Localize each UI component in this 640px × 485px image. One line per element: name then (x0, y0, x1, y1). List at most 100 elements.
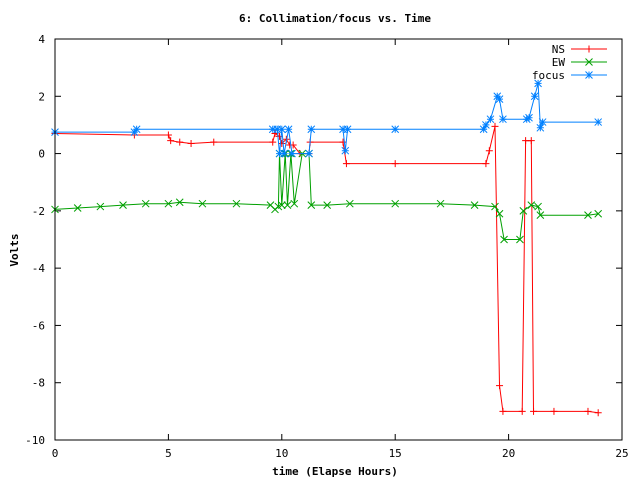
data-point-focus (275, 149, 284, 158)
data-point-focus (530, 92, 539, 101)
data-point-ew (391, 199, 400, 208)
plot-frame (54, 38, 623, 441)
data-point-ns (278, 140, 286, 148)
y-tick-label: -10 (25, 434, 45, 447)
series-line-ew (54, 153, 599, 240)
data-point-ew (491, 202, 499, 211)
data-point-ew (119, 201, 127, 209)
data-point-ns (499, 407, 507, 415)
data-point-ew (290, 199, 299, 208)
data-point-ew (594, 209, 603, 218)
data-point-ns (187, 140, 195, 148)
y-tick-label: -4 (32, 262, 46, 275)
data-point-ns (276, 132, 284, 140)
data-point-focus (307, 125, 316, 134)
data-point-focus (482, 121, 490, 129)
y-tick-label: -6 (32, 319, 45, 332)
legend-marker-ew (585, 58, 593, 66)
data-point-ew (584, 211, 592, 220)
y-tick-label: 0 (38, 148, 45, 161)
data-point-focus (277, 125, 286, 134)
data-point-focus (132, 125, 141, 134)
data-point-ew (232, 199, 241, 208)
data-point-focus (534, 79, 542, 88)
data-point-ew (198, 199, 207, 208)
data-point-ns (594, 409, 602, 417)
legend-label-ns: NS (552, 43, 565, 56)
x-tick-label: 25 (615, 447, 628, 460)
x-tick-label: 15 (389, 447, 402, 460)
data-point-ew (516, 235, 524, 244)
data-point-focus (273, 125, 282, 134)
data-point-ew (436, 199, 445, 208)
data-point-ew (277, 201, 286, 209)
data-point-focus (538, 118, 547, 126)
data-point-ew (175, 198, 184, 207)
data-point-ns (550, 407, 558, 415)
data-point-ew (164, 199, 173, 208)
data-point-ns (269, 138, 277, 146)
data-point-focus (284, 125, 293, 134)
data-point-ns (527, 137, 535, 145)
data-point-focus (495, 95, 504, 104)
y-tick-label: 4 (38, 33, 45, 46)
data-point-focus (594, 118, 603, 126)
data-point-focus (499, 115, 507, 124)
data-point-ns (482, 160, 490, 168)
data-point-ns (164, 131, 172, 139)
data-point-focus (339, 125, 347, 134)
y-tick-label: -2 (32, 205, 45, 218)
data-point-focus (536, 123, 545, 132)
data-point-focus (305, 149, 313, 158)
data-point-ns (496, 382, 504, 390)
y-tick-label: 2 (38, 90, 45, 103)
data-point-focus (486, 115, 495, 124)
data-point-ew (536, 211, 545, 220)
x-tick-label: 20 (502, 447, 515, 460)
data-point-ns (584, 407, 592, 415)
data-point-ew (283, 201, 292, 209)
y-axis-label: Volts (8, 233, 21, 266)
data-point-focus (522, 115, 531, 124)
data-point-focus (268, 125, 277, 134)
x-tick-label: 5 (165, 447, 172, 460)
data-point-ew (470, 201, 479, 209)
data-point-focus (525, 113, 533, 122)
chart-title: 6: Collimation/focus vs. Time (239, 12, 431, 25)
data-point-ew (500, 235, 508, 244)
legend-marker-focus (585, 71, 593, 79)
data-point-ew (307, 201, 316, 209)
data-point-ew (141, 199, 150, 208)
data-point-ns (518, 407, 526, 415)
x-tick-label: 0 (52, 447, 59, 460)
x-tick-label: 10 (275, 447, 288, 460)
data-point-focus (280, 149, 288, 158)
data-point-ns (210, 138, 218, 146)
data-point-ns (530, 407, 538, 415)
legend-marker-ns (585, 45, 593, 53)
x-axis-label: time (Elapse Hours) (272, 465, 398, 478)
data-point-ns (485, 147, 493, 155)
data-point-ns (391, 160, 399, 168)
y-tick-label: -8 (32, 377, 45, 390)
data-point-focus (341, 146, 350, 155)
data-point-ns (176, 138, 184, 146)
data-point-focus (288, 149, 296, 158)
data-point-ew (495, 209, 504, 218)
legend-label-focus: focus (532, 69, 565, 82)
data-point-ew (345, 199, 354, 208)
series-focus (51, 79, 603, 158)
series-group (51, 79, 603, 417)
data-point-ew (519, 207, 528, 215)
data-point-ns (167, 137, 175, 145)
data-point-focus (479, 125, 488, 134)
legend-label-ew: EW (552, 56, 566, 69)
data-point-ew (534, 202, 542, 211)
data-point-ew (323, 201, 332, 209)
data-point-ew (527, 201, 536, 209)
data-point-ew (73, 204, 82, 212)
data-point-ns (342, 160, 350, 168)
